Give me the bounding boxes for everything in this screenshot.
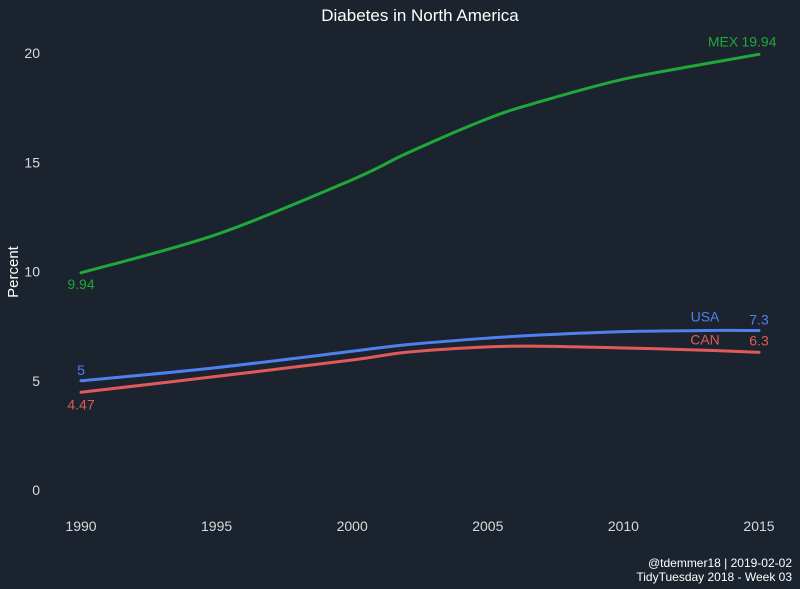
chart-title: Diabetes in North America [321,6,519,25]
end-value-label: 7.3 [749,311,769,327]
series-name-label: USA [691,308,720,324]
caption-line-1: @tdemmer18 | 2019-02-02 [648,556,792,570]
series-lines [79,52,761,394]
y-tick-label: 15 [24,154,40,170]
start-value-label: 4.47 [67,396,94,412]
x-tick-label: 2000 [337,518,368,534]
series-line-usa [79,328,761,383]
series-name-label: CAN [690,331,720,347]
x-tick-label: 2010 [608,518,639,534]
start-value-label: 9.94 [67,276,94,292]
y-tick-label: 5 [32,373,40,389]
x-tick-label: 1990 [65,518,96,534]
y-tick-label: 10 [24,264,40,280]
start-value-label: 5 [77,362,85,378]
end-value-label: 6.3 [749,332,769,348]
series-name-label: MEX [708,33,739,49]
series-line-mex [79,52,761,275]
y-tick-label: 0 [32,482,40,498]
y-tick-label: 20 [24,45,40,61]
y-axis-ticks: 0 5 10 15 20 [24,45,40,498]
x-tick-label: 2005 [472,518,503,534]
x-tick-label: 2015 [743,518,774,534]
x-tick-label: 1995 [201,518,232,534]
end-value-label: 19.94 [741,33,776,49]
y-axis-title: Percent [5,245,22,298]
caption-line-2: TidyTuesday 2018 - Week 03 [636,570,792,584]
x-axis-ticks: 1990 1995 2000 2005 2010 2015 [65,518,774,534]
series-line-can [79,344,761,394]
